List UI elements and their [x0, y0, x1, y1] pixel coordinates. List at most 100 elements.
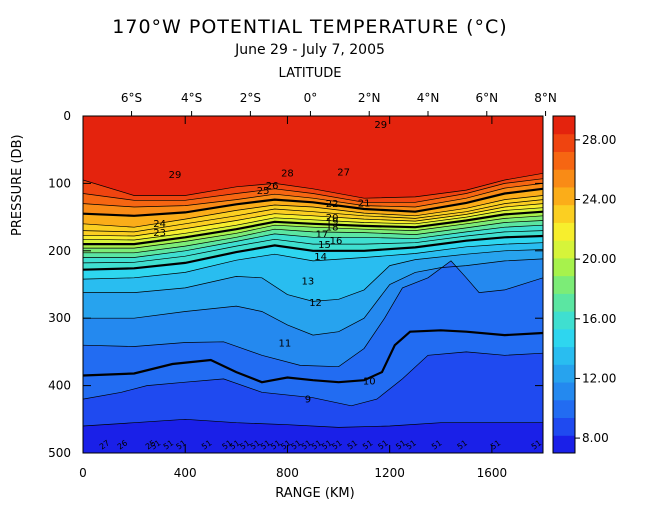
isotherm-10	[83, 329, 543, 384]
isotherm-26	[83, 183, 543, 208]
y-tick-label: 100	[48, 176, 71, 190]
colorbar-frame	[552, 115, 576, 454]
x-tick-label: 800	[276, 466, 299, 480]
isotherm-14	[83, 242, 543, 280]
contour-label: 28	[281, 169, 294, 180]
colorbar-swatch	[553, 240, 575, 259]
isotherm-16	[83, 230, 543, 264]
x-tick-label: 1600	[477, 466, 508, 480]
chart-subtitle: June 29 - July 7, 2005	[235, 42, 385, 58]
isotherm-11	[83, 260, 543, 368]
y-tick-label: 200	[48, 244, 71, 258]
colorbar-swatch	[553, 311, 575, 330]
y-tick-label: 500	[48, 446, 71, 460]
contour-label: 29	[169, 170, 182, 181]
contour-label: 13	[302, 277, 315, 288]
colorbar-tick-label: 28.00	[582, 133, 616, 147]
isotherm-27	[83, 178, 543, 203]
isotherm-13	[83, 249, 543, 302]
lat-tick-label: 0°	[304, 91, 318, 105]
contour-label: 20	[326, 213, 339, 224]
band-below-8	[83, 419, 543, 453]
colorbar-swatch	[553, 417, 575, 436]
isotherm-18	[83, 220, 543, 254]
colorbar-swatch	[553, 116, 575, 135]
colorbar-swatch	[553, 293, 575, 312]
x-tick-label: 400	[174, 466, 197, 480]
contour-label: 27	[337, 167, 350, 178]
contour-label: 26	[266, 181, 279, 192]
colorbar-swatch	[553, 364, 575, 383]
contour-label: 19	[326, 217, 339, 228]
x-tick-label: 0	[79, 466, 87, 480]
colorbar-swatch	[553, 328, 575, 348]
colorbar-swatch	[553, 204, 575, 223]
contour-label: 22	[326, 199, 339, 210]
contour-label: 11	[279, 339, 292, 350]
isotherm-28	[83, 172, 543, 199]
colorbar-swatch	[553, 133, 575, 152]
colorbar-tick-label: 8.00	[582, 431, 609, 445]
lat-tick-label: 6°S	[121, 91, 142, 105]
x-tick-label: 1200	[374, 466, 405, 480]
isotherm-25	[83, 187, 543, 217]
contour-label: 14	[314, 252, 327, 263]
isotherm-17	[83, 224, 543, 258]
colorbar-swatch	[553, 399, 575, 419]
contour-label: 9	[305, 394, 311, 405]
colorbar-swatch	[553, 257, 575, 277]
contour-label: 16	[330, 236, 343, 247]
lat-tick-label: 8°N	[534, 91, 557, 105]
lat-tick-label: 4°S	[181, 91, 202, 105]
isotherm-12	[83, 258, 543, 336]
contour-label: 10	[363, 376, 376, 387]
contour-label: 17	[316, 229, 329, 240]
colorbar-tick-label: 20.00	[582, 252, 616, 266]
y-tick-label: 400	[48, 379, 71, 393]
contour-label: 15	[318, 240, 331, 251]
colorbar-swatch	[553, 435, 575, 454]
y-tick-label: 300	[48, 311, 71, 325]
axes: 0 400 800 1200 1600 0 100 200 300 400 500 6°S 4°S 2°S…	[48, 91, 557, 480]
x-axis-label: RANGE (KM)	[275, 486, 355, 501]
y-tick-label: 0	[63, 109, 71, 123]
colorbar-swatch	[553, 222, 575, 241]
lat-tick-label: 4°N	[417, 91, 440, 105]
lat-tick-label: 2°S	[240, 91, 261, 105]
isotherm-15	[83, 234, 543, 271]
contour-label: 24	[153, 219, 166, 230]
lat-tick-label: 2°N	[358, 91, 381, 105]
colorbar-swatch	[553, 382, 575, 401]
isotherm-8	[83, 418, 543, 428]
colorbar-swatch	[553, 169, 575, 188]
lat-tick-label: 6°N	[475, 91, 498, 105]
isotherm-21	[83, 207, 543, 241]
colorbar-swatch	[553, 346, 575, 365]
colorbar: 8.00 12.00 16.00 20.00 24.00 28.00	[552, 115, 616, 454]
isotherm-19	[83, 215, 543, 249]
isotherm-24	[83, 195, 543, 228]
colorbar-tick-label: 24.00	[582, 193, 616, 207]
isotherm-9	[83, 351, 543, 407]
plot-frame	[82, 115, 544, 454]
colorbar-swatch	[553, 186, 575, 206]
contour-label: 18	[326, 223, 339, 234]
top-axis-label: LATITUDE	[278, 66, 342, 81]
colorbar-swatch	[553, 151, 575, 170]
contour-label: 21	[358, 198, 371, 209]
y-axis-label: PRESSURE (DB)	[10, 134, 25, 236]
colorbar-tick-label: 16.00	[582, 312, 616, 326]
contour-label: 12	[309, 298, 322, 309]
contour-label: 25	[257, 186, 270, 197]
isotherm-lines	[83, 172, 543, 428]
temperature-fill	[83, 116, 543, 453]
colorbar-tick-label: 12.00	[582, 371, 616, 385]
isotherm-20	[83, 210, 543, 246]
chart-title: 170°W POTENTIAL TEMPERATURE (°C)	[112, 16, 508, 38]
contour-label: 23	[153, 228, 166, 239]
colorbar-swatch	[553, 275, 575, 294]
contour-label: 29	[374, 120, 387, 131]
